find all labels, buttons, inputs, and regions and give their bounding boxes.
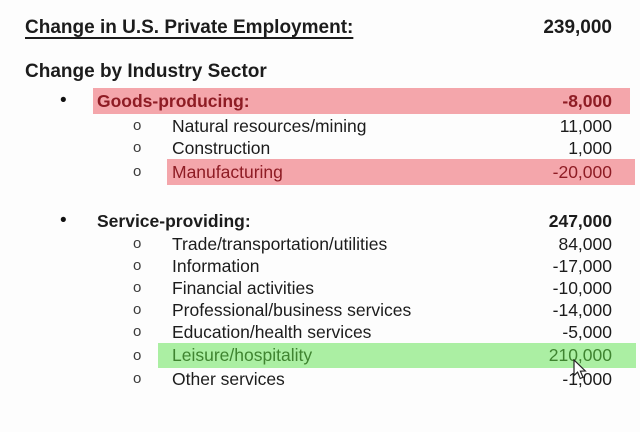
- circle-bullet-icon: o: [133, 301, 142, 318]
- industry-label: Education/health services: [172, 322, 372, 342]
- mouse-cursor-icon: [573, 359, 587, 380]
- industry-value: 1,000: [568, 138, 612, 158]
- page-title: Change in U.S. Private Employment:: [25, 17, 354, 38]
- industry-value: -17,000: [552, 256, 612, 276]
- industry-row-trade: o Trade/transportation/utilities 84,000: [0, 233, 640, 255]
- circle-bullet-icon: o: [133, 279, 142, 296]
- industry-value: -5,000: [562, 322, 612, 342]
- bullet-icon: •: [60, 210, 67, 231]
- industry-value: 210,000: [548, 345, 612, 365]
- industry-value: 84,000: [558, 234, 612, 254]
- circle-bullet-icon: o: [133, 163, 142, 180]
- industry-label: Financial activities: [172, 278, 314, 298]
- industry-row-education: o Education/health services -5,000: [0, 321, 640, 343]
- industry-value: -20,000: [552, 162, 612, 182]
- industry-label: Information: [172, 256, 260, 276]
- highlight-bar-leisure: [158, 343, 636, 368]
- circle-bullet-icon: o: [133, 117, 142, 134]
- industry-value: -10,000: [552, 278, 612, 298]
- industry-label: Professional/business services: [172, 300, 412, 320]
- industry-row-financial: o Financial activities -10,000: [0, 277, 640, 299]
- sector-label: Service-providing:: [97, 211, 251, 231]
- sector-row-goods-producing: • Goods-producing: -8,000: [0, 88, 640, 114]
- industry-value: 11,000: [559, 116, 612, 136]
- sector-row-service-providing: • Service-providing: 247,000: [0, 210, 640, 232]
- total-value: 239,000: [543, 17, 612, 38]
- industry-row-leisure: o Leisure/hospitality 210,000: [0, 343, 640, 368]
- title-row: Change in U.S. Private Employment: 239,0…: [0, 16, 640, 40]
- industry-row-other-services: o Other services -1,000: [0, 368, 640, 390]
- circle-bullet-icon: o: [133, 139, 142, 156]
- circle-bullet-icon: o: [133, 323, 142, 340]
- circle-bullet-icon: o: [133, 370, 142, 387]
- industry-row-manufacturing: o Manufacturing -20,000: [0, 159, 640, 185]
- sector-value: -8,000: [562, 91, 612, 111]
- circle-bullet-icon: o: [133, 347, 142, 364]
- industry-row-information: o Information -17,000: [0, 255, 640, 277]
- industry-value: -14,000: [552, 300, 612, 320]
- industry-label: Other services: [172, 369, 285, 389]
- highlight-bar-manufacturing: [167, 159, 635, 185]
- industry-label: Natural resources/mining: [172, 116, 367, 136]
- industry-row-professional: o Professional/business services -14,000: [0, 299, 640, 321]
- industry-label: Construction: [172, 138, 271, 158]
- circle-bullet-icon: o: [133, 235, 142, 252]
- industry-label: Trade/transportation/utilities: [172, 234, 388, 254]
- circle-bullet-icon: o: [133, 257, 142, 274]
- bullet-icon: •: [60, 90, 67, 111]
- industry-row-natural-resources: o Natural resources/mining 11,000: [0, 115, 640, 137]
- industry-row-construction: o Construction 1,000: [0, 137, 640, 159]
- highlight-bar-goods: [93, 88, 630, 114]
- industry-label: Leisure/hospitality: [172, 345, 313, 365]
- sector-label: Goods-producing:: [97, 91, 250, 111]
- section-heading: Change by Industry Sector: [25, 61, 267, 82]
- sector-value: 247,000: [548, 211, 612, 231]
- industry-label: Manufacturing: [172, 162, 283, 182]
